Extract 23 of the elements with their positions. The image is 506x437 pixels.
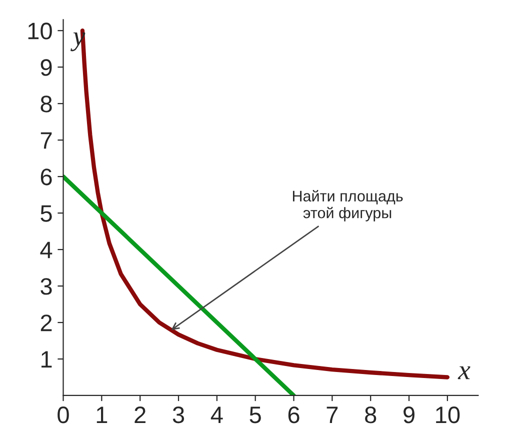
x-tick-label: 1 [96,406,108,424]
y-tick-label: 5 [40,205,52,222]
x-axis-title: x [458,366,470,380]
y-tick-label: 1 [42,351,52,368]
y-tick-label: 2 [40,314,52,332]
y-tick-label: 4 [40,242,52,258]
y-tick-label: 9 [40,59,52,76]
y-tick-label: 6 [40,168,52,186]
y-tick-label: 3 [40,278,52,295]
x-tick-label: 9 [404,406,414,424]
x-tick-label: 10 [436,406,460,424]
x-tick-label: 6 [288,406,300,424]
y-tick-label: 10 [28,22,52,40]
x-tick-label: 0 [58,406,69,424]
x-tick-label: 8 [365,406,376,424]
x-tick-label: 3 [172,406,184,424]
x-tick-label: 7 [326,406,338,424]
x-tick-label: 2 [134,406,146,424]
y-tick-label: 7 [40,132,52,149]
x-tick-label: 5 [250,406,261,424]
annotation: Найти площадь этой фигуры [292,190,403,222]
x-tick-label: 4 [210,406,223,424]
y-tick-label: 8 [40,96,52,112]
